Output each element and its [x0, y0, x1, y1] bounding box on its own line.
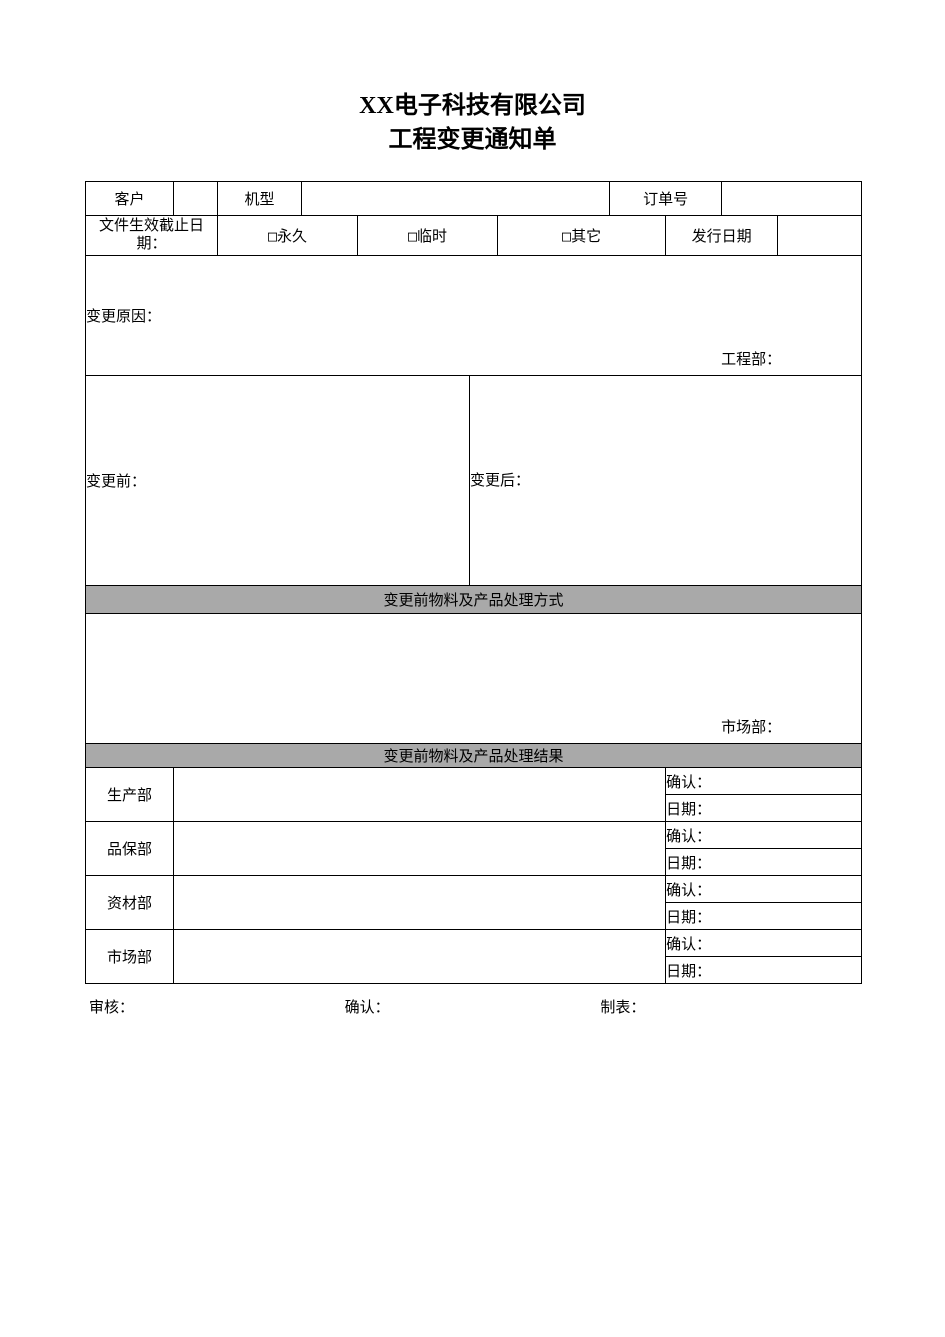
- customer-field[interactable]: [174, 182, 218, 216]
- change-reason-cell[interactable]: 变更原因： 工程部：: [86, 256, 862, 376]
- title-block: XX电子科技有限公司 工程变更通知单: [85, 90, 860, 157]
- dept-material-label: 资材部: [86, 876, 174, 930]
- dept-market-field[interactable]: [174, 930, 666, 984]
- form-table: 客户 机型 订单号 文件生效截止日期： □永久 □临时 □其它 发行日期 变更原…: [85, 181, 862, 984]
- dept-production-confirm[interactable]: 确认：: [666, 768, 862, 795]
- document-title: 工程变更通知单: [85, 124, 860, 158]
- before-change-cell[interactable]: 变更前：: [86, 376, 470, 586]
- dept-qc-field[interactable]: [174, 822, 666, 876]
- footer-signoff: 审核： 确认： 制表：: [85, 996, 860, 1017]
- dept-qc-label: 品保部: [86, 822, 174, 876]
- engineering-dept-label: 工程部：: [721, 348, 781, 369]
- dept-material-date[interactable]: 日期：: [666, 903, 862, 930]
- customer-label: 客户: [86, 182, 174, 216]
- company-name: XX电子科技有限公司: [85, 90, 860, 124]
- before-change-label: 变更前：: [86, 474, 146, 490]
- dept-qc-date[interactable]: 日期：: [666, 849, 862, 876]
- section-material-method: 变更前物料及产品处理方式: [86, 586, 862, 614]
- dept-market-label: 市场部: [86, 930, 174, 984]
- dept-material-field[interactable]: [174, 876, 666, 930]
- dept-material-confirm[interactable]: 确认：: [666, 876, 862, 903]
- option-permanent[interactable]: □永久: [218, 216, 358, 256]
- option-other[interactable]: □其它: [498, 216, 666, 256]
- change-reason-label: 变更原因：: [86, 309, 161, 325]
- issue-date-field[interactable]: [778, 216, 862, 256]
- material-method-cell[interactable]: 市场部：: [86, 614, 862, 744]
- dept-production-label: 生产部: [86, 768, 174, 822]
- order-field[interactable]: [722, 182, 862, 216]
- footer-confirm[interactable]: 确认：: [345, 996, 601, 1017]
- section-material-result: 变更前物料及产品处理结果: [86, 744, 862, 768]
- model-label: 机型: [218, 182, 302, 216]
- after-change-cell[interactable]: 变更后：: [470, 376, 862, 586]
- model-field[interactable]: [302, 182, 610, 216]
- dept-production-date[interactable]: 日期：: [666, 795, 862, 822]
- dept-market-date[interactable]: 日期：: [666, 957, 862, 984]
- after-change-label: 变更后：: [470, 472, 530, 490]
- effective-date-label: 文件生效截止日期：: [86, 216, 218, 256]
- dept-production-field[interactable]: [174, 768, 666, 822]
- market-dept-label: 市场部：: [721, 716, 781, 737]
- option-temporary[interactable]: □临时: [358, 216, 498, 256]
- footer-review[interactable]: 审核：: [89, 996, 345, 1017]
- order-label: 订单号: [610, 182, 722, 216]
- dept-qc-confirm[interactable]: 确认：: [666, 822, 862, 849]
- dept-market-confirm[interactable]: 确认：: [666, 930, 862, 957]
- footer-tabulate[interactable]: 制表：: [600, 996, 856, 1017]
- issue-date-label: 发行日期: [666, 216, 778, 256]
